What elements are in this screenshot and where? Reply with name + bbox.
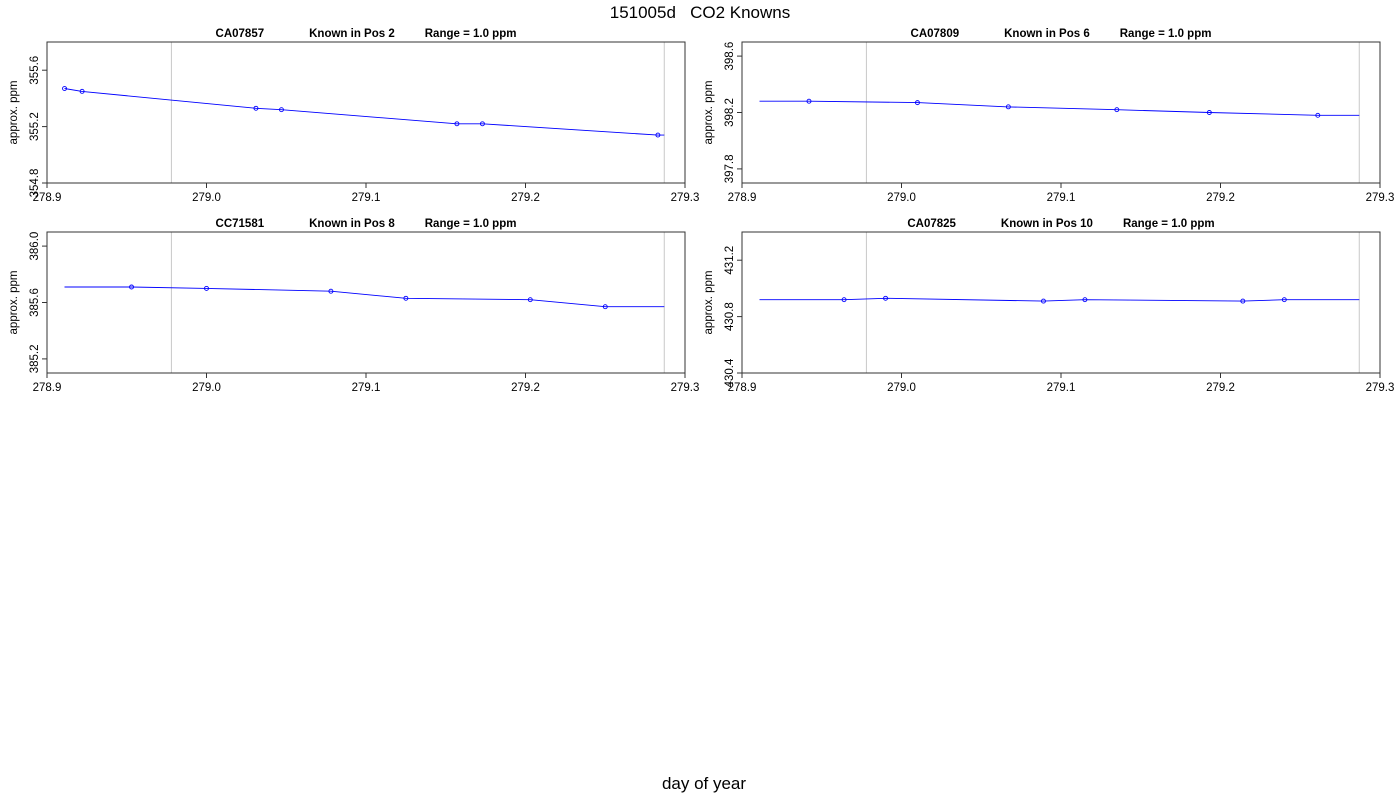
x-tick-label: 279.3 <box>671 192 700 204</box>
panel-title: CC71581 Known in Pos 8 Range = 1.0 ppm <box>216 218 517 230</box>
y-tick-label: 386.0 <box>29 232 41 261</box>
x-tick-label: 279.0 <box>192 382 221 394</box>
x-tick-label: 279.0 <box>887 382 916 394</box>
panel-title-part: Range = 1.0 ppm <box>425 28 517 40</box>
data-point <box>655 132 661 138</box>
x-tick-label: 279.1 <box>352 382 381 394</box>
y-axis-label: approx. ppm <box>8 81 20 145</box>
data-point <box>479 121 485 127</box>
data-point <box>602 304 608 310</box>
data-point <box>841 297 847 303</box>
data-point <box>1281 297 1287 303</box>
y-axis-label: approx. ppm <box>703 81 715 145</box>
y-tick-label: 430.4 <box>724 358 736 387</box>
panel-2: CA07809 Known in Pos 6 Range = 1.0 ppm 278.… <box>703 28 1394 204</box>
x-tick-label: 279.2 <box>511 192 540 204</box>
panel-title-part: Range = 1.0 ppm <box>1120 28 1212 40</box>
x-tick-label: 279.3 <box>1366 382 1395 394</box>
series-line <box>759 297 1360 302</box>
x-tick-label: 279.1 <box>352 192 381 204</box>
x-tick-label: 279.3 <box>671 382 700 394</box>
data-point <box>129 284 134 290</box>
panel-title: CA07809 Known in Pos 6 Range = 1.0 ppm <box>911 28 1212 40</box>
x-axis-title: day of year <box>661 774 747 793</box>
data-point <box>79 88 85 94</box>
data-point <box>1082 297 1088 303</box>
panel-title-part: Known in Pos 6 <box>1004 28 1090 40</box>
plot-frame <box>741 41 1381 184</box>
panel-title-part: Known in Pos 10 <box>1001 218 1093 230</box>
x-tick-label: 279.1 <box>1047 192 1076 204</box>
data-point <box>1041 298 1046 304</box>
x-tick-label: 279.0 <box>887 192 916 204</box>
panel-title-part: CA07825 <box>907 218 956 230</box>
data-point <box>204 285 209 291</box>
x-tick-label: 279.2 <box>1206 192 1235 204</box>
y-tick-label: 355.2 <box>29 112 41 141</box>
plot-frame <box>46 231 686 374</box>
figure-title: 151005d CO2 Knowns <box>609 3 791 22</box>
data-point <box>403 295 409 301</box>
data-point <box>1114 107 1120 113</box>
series-line <box>759 100 1360 116</box>
y-tick-label: 398.6 <box>724 42 736 71</box>
x-tick-label: 279.2 <box>1206 382 1235 394</box>
panel-3: CC71581 Known in Pos 8 Range = 1.0 ppm 278.… <box>8 218 699 394</box>
data-point <box>915 100 920 106</box>
data-point <box>279 107 284 113</box>
data-point <box>883 295 888 301</box>
data-point <box>1206 110 1212 115</box>
y-tick-label: 354.8 <box>29 169 41 198</box>
y-tick-label: 397.8 <box>724 155 736 184</box>
data-point <box>806 98 812 104</box>
x-tick-label: 278.9 <box>728 382 757 394</box>
x-tick-label: 279.2 <box>511 382 540 394</box>
x-tick-label: 278.9 <box>33 192 62 204</box>
data-point <box>1005 104 1011 110</box>
y-tick-label: 385.2 <box>29 345 41 374</box>
data-point <box>62 86 67 91</box>
data-point <box>1240 298 1246 304</box>
series-line <box>64 286 665 308</box>
data-point <box>527 297 533 303</box>
data-point <box>253 105 259 111</box>
panel-title-part: CC71581 <box>216 218 265 230</box>
x-tick-label: 279.1 <box>1047 382 1076 394</box>
y-tick-label: 431.2 <box>724 246 736 275</box>
y-tick-label: 385.6 <box>29 288 41 317</box>
x-tick-label: 279.0 <box>192 192 221 204</box>
y-axis-label: approx. ppm <box>8 271 20 335</box>
data-point <box>1315 112 1321 118</box>
panel-title-part: Range = 1.0 ppm <box>425 218 517 230</box>
panel-title: CA07857 Known in Pos 2 Range = 1.0 ppm <box>216 28 517 40</box>
panel-4: CA07825 Known in Pos 10 Range = 1.0 ppm 278… <box>703 218 1394 394</box>
x-tick-label: 278.9 <box>33 382 62 394</box>
plot-frame <box>46 41 686 184</box>
y-tick-label: 430.8 <box>724 302 736 331</box>
panel-1: CA07857 Known in Pos 2 Range = 1.0 ppm 278.… <box>8 28 699 204</box>
y-tick-label: 355.6 <box>29 56 41 85</box>
panel-title: CA07825 Known in Pos 10 Range = 1.0 ppm <box>907 218 1214 230</box>
panel-title-part: Known in Pos 8 <box>309 218 395 230</box>
data-point <box>454 121 460 127</box>
y-axis-label: approx. ppm <box>703 271 715 335</box>
y-tick-label: 398.2 <box>724 98 736 127</box>
panel-title-part: CA07809 <box>911 28 960 40</box>
panel-title-part: CA07857 <box>216 28 265 40</box>
x-tick-label: 279.3 <box>1366 192 1395 204</box>
plot-frame <box>741 231 1381 374</box>
series-line <box>64 88 665 136</box>
data-point <box>328 288 334 294</box>
panel-title-part: Known in Pos 2 <box>309 28 395 40</box>
x-tick-label: 278.9 <box>728 192 757 204</box>
panel-title-part: Range = 1.0 ppm <box>1123 218 1215 230</box>
